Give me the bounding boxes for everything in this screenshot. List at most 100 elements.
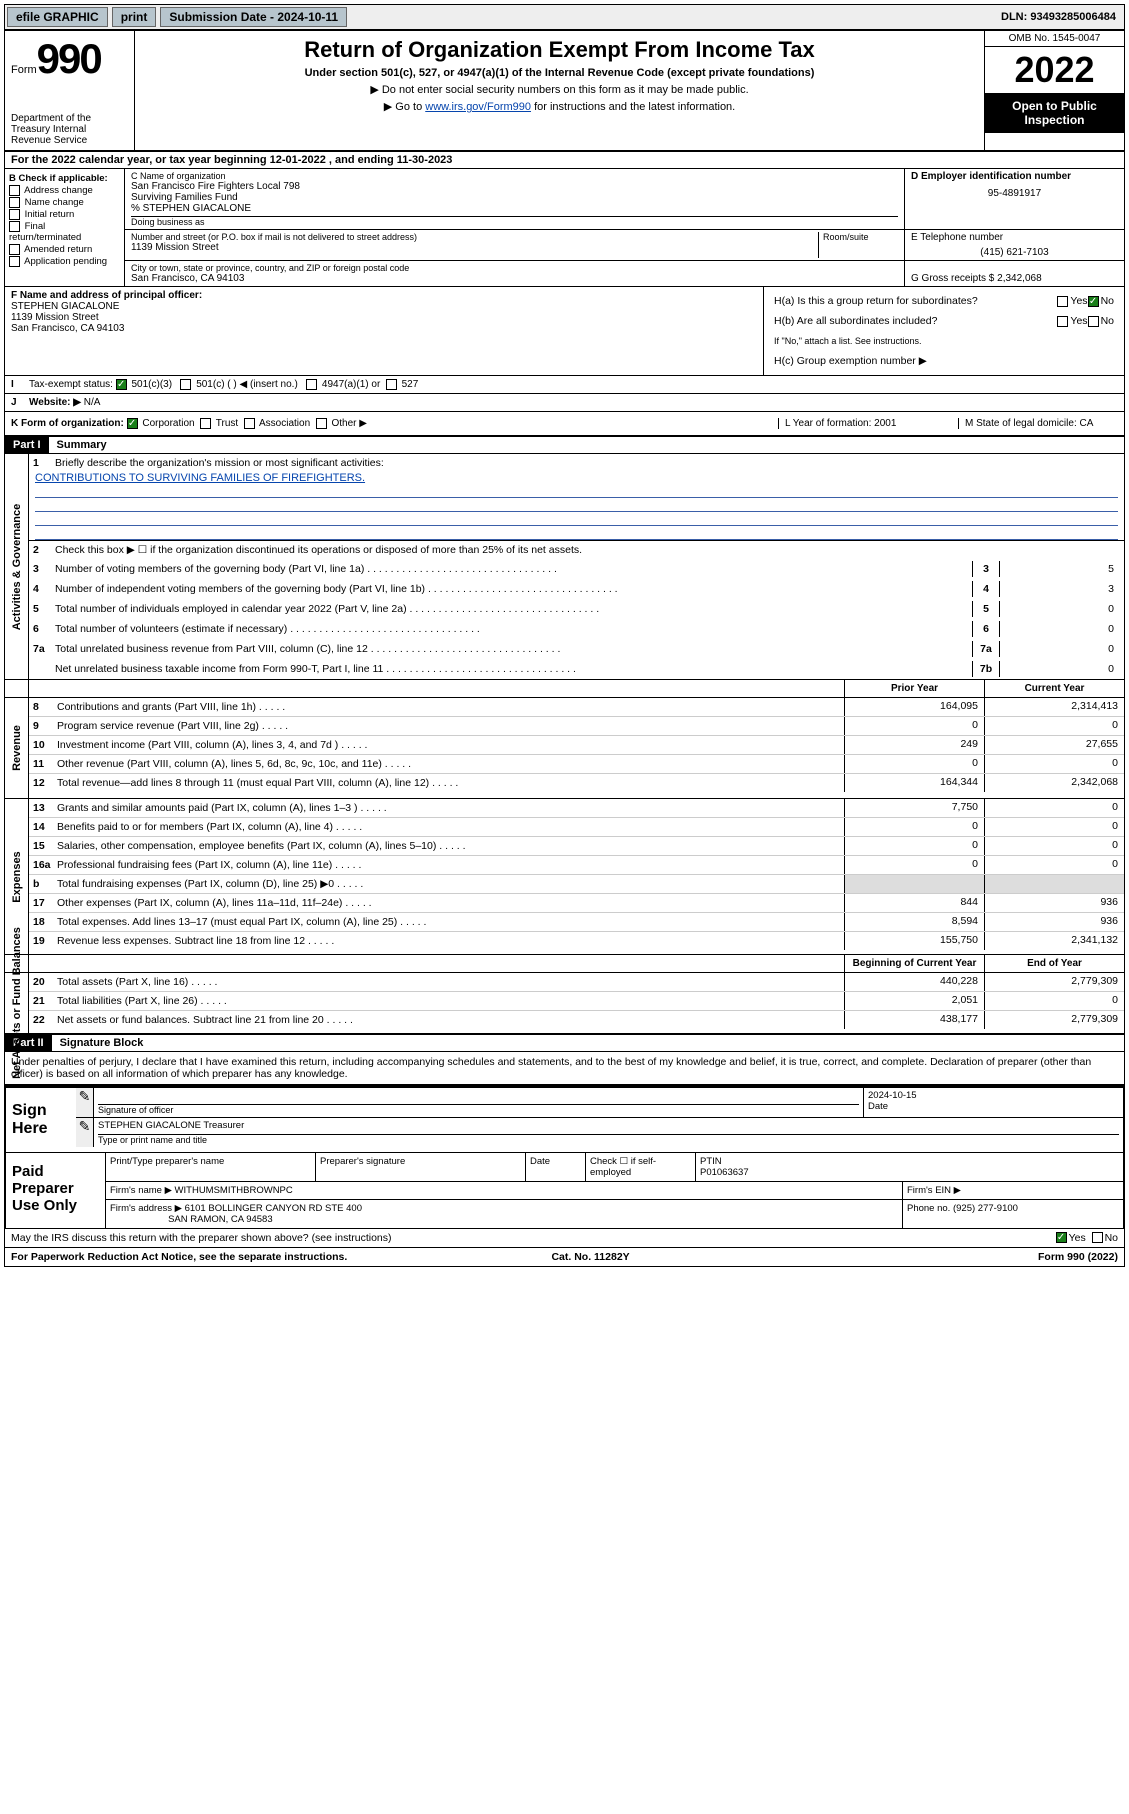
dln: DLN: 93493285006484: [1001, 11, 1122, 23]
print-button[interactable]: print: [112, 7, 157, 27]
ha-yes[interactable]: [1057, 296, 1068, 307]
org-name-1: San Francisco Fire Fighters Local 798: [131, 181, 898, 192]
gross-label: G Gross receipts $: [911, 273, 994, 284]
dba-label: Doing business as: [131, 216, 898, 227]
tax-year: 2022: [985, 47, 1124, 93]
chk-name-change[interactable]: [9, 197, 20, 208]
officer-addr1: 1139 Mission Street: [11, 312, 757, 323]
formation-year: 2001: [874, 418, 896, 429]
officer-addr2: San Francisco, CA 94103: [11, 323, 757, 334]
line-2: 2Check this box ▶ ☐ if the organization …: [29, 541, 1124, 559]
row-11: 11Other revenue (Part VIII, column (A), …: [29, 754, 1124, 773]
row-8: 8Contributions and grants (Part VIII, li…: [29, 698, 1124, 716]
entity-section: B Check if applicable: Address change Na…: [5, 169, 1124, 287]
org-name-2: Surviving Families Fund: [131, 192, 898, 203]
open-inspection: Open to Public Inspection: [985, 93, 1124, 133]
addr-value: 1139 Mission Street: [131, 242, 818, 253]
gov-row-6: 6Total number of volunteers (estimate if…: [29, 619, 1124, 639]
top-bar: efile GRAPHIC print Submission Date - 20…: [5, 5, 1124, 31]
form-header: Form990 Department of the Treasury Inter…: [5, 31, 1124, 152]
firm-phone: (925) 277-9100: [953, 1203, 1018, 1214]
row-j: J Website: ▶ N/A: [5, 394, 1124, 412]
row-19: 19Revenue less expenses. Subtract line 1…: [29, 931, 1124, 950]
ein-value: 95-4891917: [911, 188, 1118, 199]
org-name-3: % STEPHEN GIACALONE: [131, 203, 898, 214]
ha-no[interactable]: ✓: [1088, 296, 1099, 307]
pen-icon-2: ✎: [76, 1118, 94, 1147]
domicile-state: CA: [1080, 418, 1094, 429]
h-a: H(a) Is this a group return for subordin…: [770, 292, 1118, 310]
chk-trust[interactable]: [200, 418, 211, 429]
irs-link[interactable]: www.irs.gov/Form990: [425, 101, 531, 113]
col-b-checkboxes: B Check if applicable: Address change Na…: [5, 169, 125, 286]
chk-501c3[interactable]: ✓: [116, 379, 127, 390]
chk-assoc[interactable]: [244, 418, 255, 429]
h-b: H(b) Are all subordinates included? Yes …: [770, 312, 1118, 330]
part2-header: Part II Signature Block: [5, 1035, 1124, 1052]
gov-row-5: 5Total number of individuals employed in…: [29, 599, 1124, 619]
row-b: bTotal fundraising expenses (Part IX, co…: [29, 874, 1124, 893]
row-18: 18Total expenses. Add lines 13–17 (must …: [29, 912, 1124, 931]
discuss-row: May the IRS discuss this return with the…: [5, 1229, 1124, 1248]
subtitle-3: ▶ Go to www.irs.gov/Form990 for instruct…: [141, 100, 978, 113]
chk-527[interactable]: [386, 379, 397, 390]
part1-header: Part I Summary: [5, 437, 1124, 454]
firm-name: WITHUMSMITHBROWNPC: [175, 1185, 293, 1196]
chk-amended[interactable]: [9, 244, 20, 255]
phone-value: (415) 621-7103: [911, 247, 1118, 258]
ein-label: D Employer identification number: [911, 171, 1118, 182]
discuss-yes[interactable]: ✓: [1056, 1232, 1067, 1243]
subtitle-2: ▶ Do not enter social security numbers o…: [141, 83, 978, 96]
form-footer: Form 990 (2022): [1038, 1251, 1118, 1263]
row-14: 14Benefits paid to or for members (Part …: [29, 817, 1124, 836]
form-title: Return of Organization Exempt From Incom…: [141, 37, 978, 63]
chk-corp[interactable]: ✓: [127, 418, 138, 429]
pen-icon: ✎: [76, 1088, 94, 1117]
row-21: 21Total liabilities (Part X, line 26) . …: [29, 991, 1124, 1010]
efile-label: efile GRAPHIC: [7, 7, 108, 27]
mission-text: CONTRIBUTIONS TO SURVIVING FAMILIES OF F…: [35, 472, 365, 484]
firm-addr2: SAN RAMON, CA 94583: [168, 1214, 273, 1225]
hb-yes[interactable]: [1057, 316, 1068, 327]
discuss-no[interactable]: [1092, 1232, 1103, 1243]
row-17: 17Other expenses (Part IX, column (A), l…: [29, 893, 1124, 912]
paid-preparer-block: Paid Preparer Use Only Print/Type prepar…: [5, 1153, 1124, 1229]
row-12: 12Total revenue—add lines 8 through 11 (…: [29, 773, 1124, 792]
dept-label: Department of the Treasury Internal Reve…: [11, 113, 128, 146]
row-k: K Form of organization: ✓ Corporation Tr…: [5, 412, 1124, 437]
room-label: Room/suite: [823, 232, 898, 242]
chk-application-pending[interactable]: [9, 256, 20, 267]
prior-current-header: Prior Year Current Year: [5, 680, 1124, 698]
addr-label: Number and street (or P.O. box if mail i…: [131, 232, 818, 242]
row-22: 22Net assets or fund balances. Subtract …: [29, 1010, 1124, 1029]
row-20: 20Total assets (Part X, line 16) . . . .…: [29, 973, 1124, 991]
officer-label: F Name and address of principal officer:: [11, 290, 757, 301]
signer-name: STEPHEN GIACALONE Treasurer: [98, 1120, 1119, 1134]
chk-final-return[interactable]: [9, 221, 20, 232]
omb-number: OMB No. 1545-0047: [985, 31, 1124, 47]
row-15: 15Salaries, other compensation, employee…: [29, 836, 1124, 855]
firm-addr1: 6101 BOLLINGER CANYON RD STE 400: [185, 1203, 362, 1214]
gov-row-7a: 7aTotal unrelated business revenue from …: [29, 639, 1124, 659]
officer-name: STEPHEN GIACALONE: [11, 301, 757, 312]
gov-row-7b: Net unrelated business taxable income fr…: [29, 659, 1124, 679]
sign-here-block: Sign Here ✎ Signature of officer 2024-10…: [5, 1086, 1124, 1153]
row-13: 13Grants and similar amounts paid (Part …: [29, 799, 1124, 817]
chk-other[interactable]: [316, 418, 327, 429]
chk-address-change[interactable]: [9, 185, 20, 196]
hb-no[interactable]: [1088, 316, 1099, 327]
form-number: 990: [37, 35, 101, 82]
perjury-text: Under penalties of perjury, I declare th…: [5, 1052, 1124, 1086]
chk-501c[interactable]: [180, 379, 191, 390]
chk-4947[interactable]: [306, 379, 317, 390]
summary-body: Activities & Governance 1Briefly describ…: [5, 454, 1124, 1035]
section-fgh: F Name and address of principal officer:…: [5, 287, 1124, 376]
gov-row-4: 4Number of independent voting members of…: [29, 579, 1124, 599]
sign-date: 2024-10-15: [868, 1090, 1119, 1101]
vlabel-net: Net Assets or Fund Balances: [5, 973, 29, 1033]
row-9: 9Program service revenue (Part VIII, lin…: [29, 716, 1124, 735]
mission-blank-lines: [29, 484, 1124, 541]
city-label: City or town, state or province, country…: [131, 263, 898, 273]
chk-initial-return[interactable]: [9, 209, 20, 220]
gross-value: 2,342,068: [997, 273, 1042, 284]
